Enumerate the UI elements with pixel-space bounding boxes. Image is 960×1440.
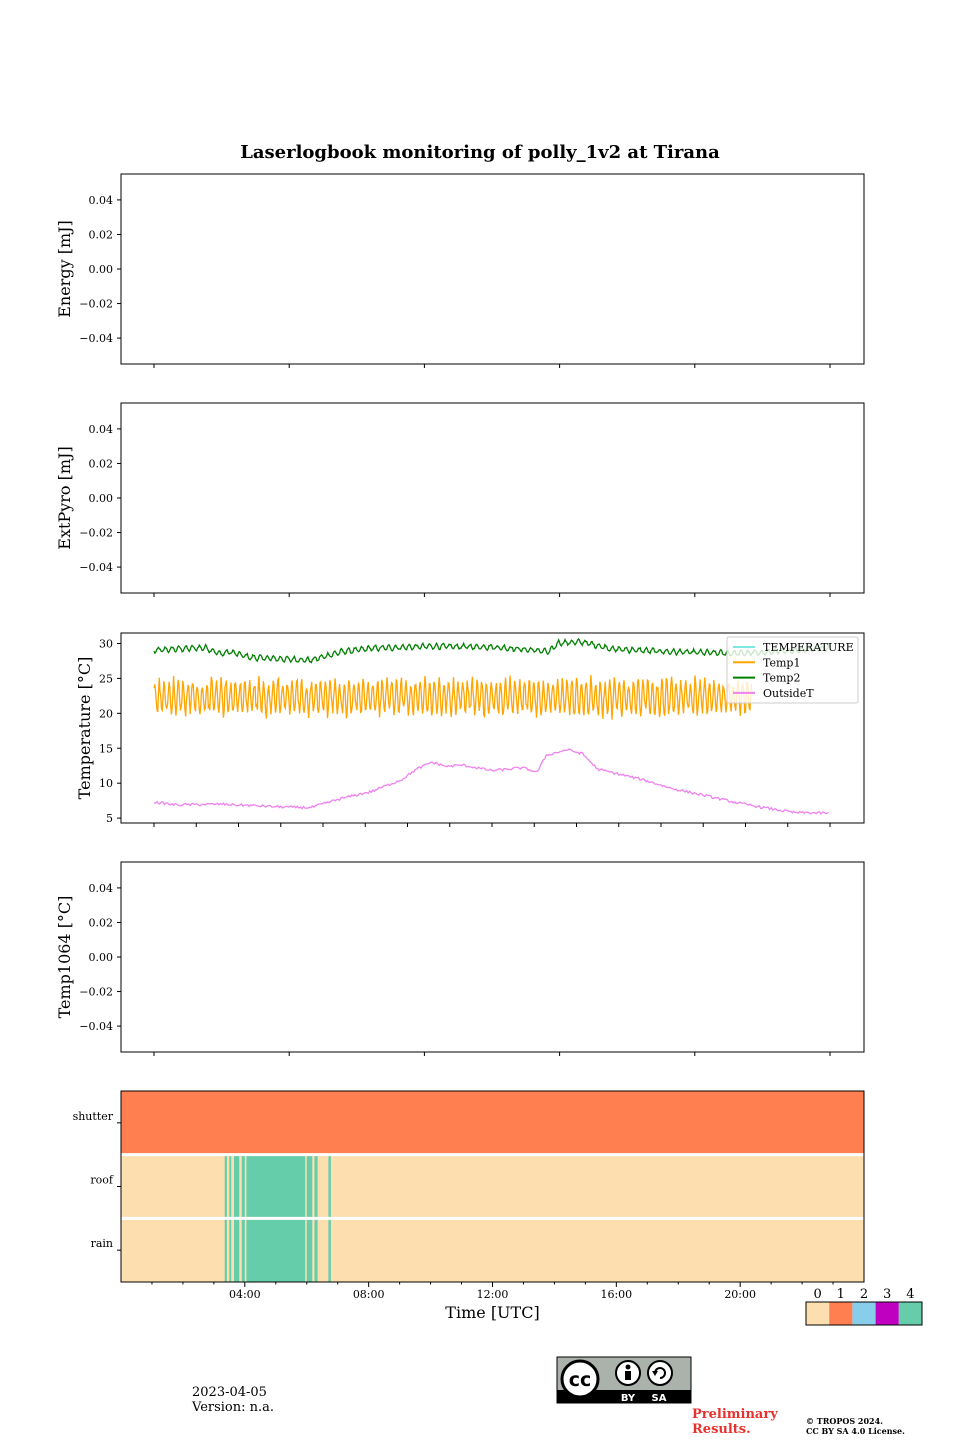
y-tick-label: 0.02 — [89, 916, 114, 929]
y-axis-label: Temp1064 [°C] — [55, 896, 74, 1019]
x-tick-label: 12:00 — [477, 1288, 509, 1301]
colorbar-cell-4 — [898, 1302, 922, 1325]
status-row-rain — [121, 1218, 864, 1282]
status-segment — [241, 1218, 245, 1282]
y-tick-label: 5 — [106, 812, 113, 825]
y-axis-label: ExtPyro [mJ] — [55, 446, 74, 549]
x-tick-label: 16:00 — [600, 1288, 632, 1301]
colorbar-label: 0 — [813, 1287, 821, 1302]
y-tick-label: 0.04 — [89, 194, 114, 207]
y-tick-label: −0.04 — [79, 561, 113, 574]
x-tick-label: 20:00 — [724, 1288, 756, 1301]
sa-label: SA — [652, 1393, 667, 1404]
status-segment — [314, 1154, 318, 1219]
temperature-panel: 30 25 20 15 10 5 Temperature [°C] TEMPERATURE Te… — [75, 632, 865, 827]
y-tick-label: 0.00 — [89, 263, 114, 276]
axes-frame — [120, 402, 865, 594]
footer-version: Version: n.a. — [191, 1400, 274, 1415]
status-segment — [246, 1154, 306, 1219]
sa-share-icon — [647, 1360, 673, 1386]
cc-license-badge: cc BY SA — [556, 1356, 692, 1404]
status-segment — [314, 1218, 318, 1282]
y-axis-label: Temperature [°C] — [75, 657, 94, 800]
status-segment — [229, 1218, 232, 1282]
colorbar-cell-0 — [806, 1302, 830, 1325]
footer-date: 2023-04-05 — [192, 1385, 267, 1400]
status-panel: shutter roof rain 04:00 08:00 12:00 16:00 20:00… — [73, 1090, 865, 1322]
series-temp1 — [153, 675, 753, 720]
extpyro-panel: 0.04 0.02 0.00 −0.02 −0.04 ExtPyro [mJ] — [55, 402, 865, 597]
y-tick-label: 15 — [99, 742, 113, 755]
status-segment — [233, 1218, 240, 1282]
status-segment — [224, 1154, 227, 1219]
axes-frame — [120, 861, 865, 1053]
status-segment — [233, 1154, 240, 1219]
temp1064-panel: 0.04 0.02 0.00 −0.02 −0.04 Temp1064 [°C] — [55, 861, 865, 1056]
status-segment — [224, 1218, 227, 1282]
y-tick-label: 30 — [99, 637, 113, 650]
y-tick-label: 0.00 — [89, 492, 114, 505]
y-tick-label: 25 — [99, 672, 113, 685]
y-tick-label: −0.04 — [79, 332, 113, 345]
colorbar-frame — [805, 1301, 923, 1326]
row-label: rain — [91, 1237, 113, 1250]
legend-label: Temp1 — [763, 656, 800, 669]
status-segment — [328, 1154, 331, 1219]
row-label: shutter — [73, 1110, 114, 1123]
status-row-shutter — [121, 1091, 864, 1155]
y-tick-label: 0.02 — [89, 457, 114, 470]
colorbar-cell-3 — [875, 1302, 899, 1325]
status-segment — [306, 1154, 313, 1219]
legend-label: OutsideT — [763, 687, 814, 700]
status-segment — [306, 1218, 313, 1282]
y-tick-label: 0.04 — [89, 882, 114, 895]
row-label: roof — [90, 1174, 114, 1187]
copyright-line2: CC BY SA 4.0 License. — [806, 1426, 905, 1436]
colorbar-label: 2 — [860, 1287, 868, 1302]
y-tick-label: 0.00 — [89, 951, 114, 964]
y-tick-label: −0.02 — [79, 986, 113, 999]
energy-panel: 0.04 0.02 0.00 −0.02 −0.04 Energy [mJ] — [55, 173, 865, 368]
y-tick-label: 20 — [99, 707, 113, 720]
y-tick-label: −0.02 — [79, 527, 113, 540]
cc-logo-text: cc — [569, 1369, 592, 1391]
y-tick-label: −0.02 — [79, 298, 113, 311]
figure-title: Laserlogbook monitoring of polly_1v2 at … — [240, 142, 720, 163]
by-label: BY — [621, 1393, 636, 1404]
status-segment — [241, 1154, 245, 1219]
status-segment — [229, 1154, 232, 1219]
x-axis-label: Time [UTC] — [445, 1303, 539, 1322]
series-outsidet — [153, 748, 829, 815]
cc-logo-icon — [560, 1359, 600, 1399]
colorbar-label: 4 — [906, 1287, 914, 1302]
axes-frame — [120, 173, 865, 365]
status-segment — [328, 1218, 331, 1282]
copyright-line1: © TROPOS 2024. — [806, 1416, 883, 1426]
x-tick-label: 04:00 — [229, 1288, 261, 1301]
preliminary-line2: Results. — [692, 1422, 751, 1437]
y-tick-label: 10 — [99, 777, 113, 790]
colorbar-cell-2 — [852, 1302, 876, 1325]
x-tick-label: 08:00 — [353, 1288, 385, 1301]
series-temp2 — [153, 637, 830, 664]
y-tick-label: −0.04 — [79, 1020, 113, 1033]
status-segment — [246, 1218, 306, 1282]
legend-box — [726, 636, 859, 704]
colorbar-cell-1 — [829, 1302, 853, 1325]
legend-label: TEMPERATURE — [763, 641, 854, 654]
y-tick-label: 0.04 — [89, 423, 114, 436]
preliminary-line1: Preliminary — [692, 1407, 778, 1422]
colorbar-label: 1 — [837, 1287, 845, 1302]
colorbar-label: 3 — [883, 1287, 891, 1302]
y-axis-label: Energy [mJ] — [55, 220, 74, 318]
status-row-roof — [121, 1154, 864, 1219]
y-tick-label: 0.02 — [89, 228, 114, 241]
legend-label: Temp2 — [763, 672, 800, 685]
